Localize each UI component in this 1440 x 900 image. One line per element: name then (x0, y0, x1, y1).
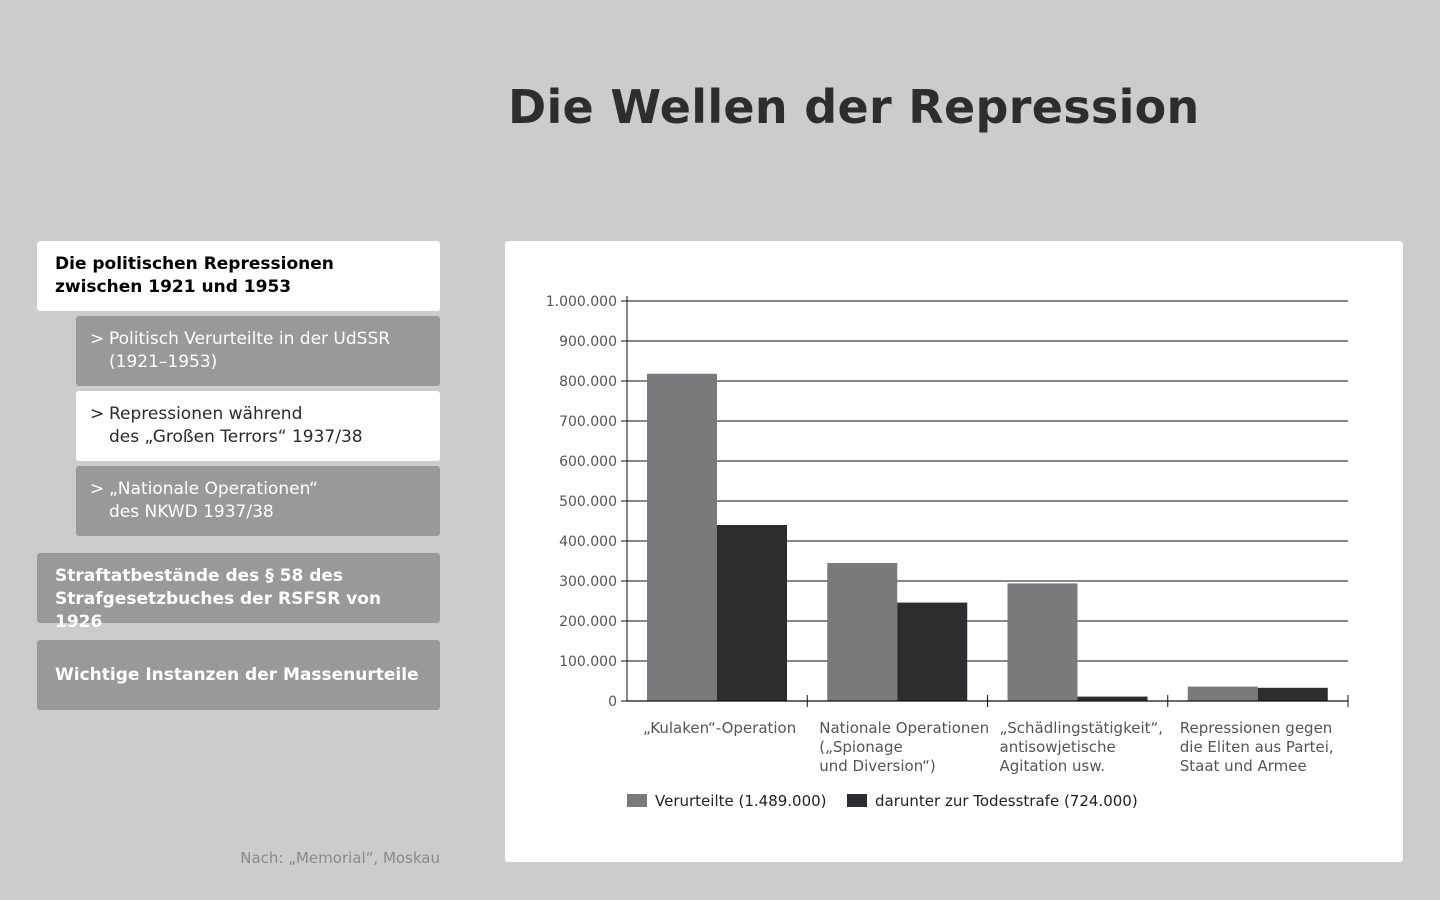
legend-label: Verurteilte (1.489.000) (655, 792, 827, 810)
y-tick-label: 0 (608, 694, 617, 710)
bar (1077, 696, 1148, 701)
y-tick-label: 100.000 (559, 654, 617, 670)
bar-chart: 0 100.000 200.000 300.000 400.000 500.000 600.… (546, 294, 1349, 810)
legend-swatch (847, 794, 867, 807)
y-tick-label: 900.000 (559, 334, 617, 350)
bar (827, 563, 898, 701)
y-tick-label: 600.000 (559, 454, 617, 470)
y-tick-label: 200.000 (559, 614, 617, 630)
x-tick-label: „Schädlingstätigkeit“, antisowjetische Agi… (1000, 719, 1164, 775)
y-tick-label: 700.000 (559, 414, 617, 430)
legend-swatch (627, 794, 647, 807)
source-note: Nach: „Memorial“, Moskau (240, 849, 440, 867)
x-tick-label: Nationale Operationen („Spionage und Diver… (819, 719, 989, 775)
x-tick-label: „Kulaken“-Operation (643, 719, 796, 737)
y-tick-label: 800.000 (559, 374, 617, 390)
legend-label: darunter zur Todesstrafe (724.000) (875, 792, 1138, 810)
nav-main-label: Straftatbestände des § 58 des Strafgeset… (55, 566, 382, 632)
chevron-right-icon: > (90, 404, 105, 424)
nav-sub-grosser-terror[interactable]: > Repressionen während des „Großen Terro… (76, 391, 440, 461)
nav-main-label: Die politischen Repressionen zwischen 19… (55, 254, 334, 297)
chart-panel: 0 100.000 200.000 300.000 400.000 500.000 600.… (505, 241, 1403, 862)
nav-sub-label: Politisch Verurteilte in der UdSSR (1921… (109, 329, 391, 372)
nav-sub-politisch-verurteilte[interactable]: > Politisch Verurteilte in der UdSSR (19… (76, 316, 440, 386)
chevron-right-icon: > (90, 329, 105, 349)
y-tick-label: 400.000 (559, 534, 617, 550)
chevron-right-icon: > (90, 479, 105, 499)
bar (717, 525, 787, 701)
bar (1257, 687, 1328, 701)
y-tick-label: 1.000.000 (546, 294, 617, 310)
nav-main-straftatbestaende[interactable]: Straftatbestände des § 58 des Strafgeset… (37, 553, 440, 632)
bar (897, 602, 968, 701)
nav-sub-label: Repressionen während des „Großen Terrors… (109, 404, 363, 447)
y-tick-label: 300.000 (559, 574, 617, 590)
bar (1187, 686, 1258, 701)
nav-main-label: Wichtige Instanzen der Massenurteile (55, 664, 419, 685)
bar (1007, 583, 1078, 701)
y-tick-label: 500.000 (559, 494, 617, 510)
nav-sub-label: „Nationale Operationen“ des NKWD 1937/38 (109, 479, 318, 522)
nav-main-politische-repressionen[interactable]: Die politischen Repressionen zwischen 19… (37, 241, 440, 311)
x-tick-label: Repressionen gegen die Eliten aus Partei,… (1180, 719, 1334, 775)
bar (647, 373, 717, 701)
nav-sub-nationale-operationen[interactable]: > „Nationale Operationen“ des NKWD 1937/… (76, 466, 440, 536)
nav-main-instanzen[interactable]: Wichtige Instanzen der Massenurteile (37, 640, 440, 710)
page-title: Die Wellen der Repression (508, 80, 1200, 134)
